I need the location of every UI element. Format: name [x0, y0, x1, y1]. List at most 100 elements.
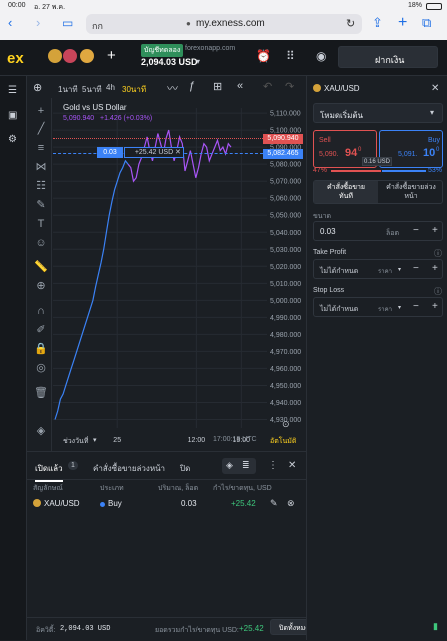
layers-icon[interactable]: ◈: [36, 425, 46, 437]
layers-icon[interactable]: ◈: [226, 460, 233, 470]
sl-input[interactable]: ไม่ได้กำหนด ราคา ▾ − +: [313, 297, 443, 317]
forward-icon[interactable]: ›: [36, 15, 41, 30]
trash-icon[interactable]: 🗑: [34, 387, 48, 399]
server-label: forexonapp.com: [185, 45, 236, 52]
auto-scale-button[interactable]: อัตโนมัติ: [270, 438, 297, 445]
rewind-icon[interactable]: «: [237, 80, 244, 92]
menu-icon[interactable]: ☰: [8, 85, 17, 96]
info-icon[interactable]: ⓘ: [434, 249, 442, 258]
instrument-tab-icon[interactable]: [63, 49, 77, 63]
timeframe-1m[interactable]: 1นาที: [58, 85, 78, 94]
mode-select[interactable]: โหมดเริ่มต้น ▾: [313, 103, 443, 123]
chevron-down-icon[interactable]: ▾: [398, 267, 402, 273]
tab-closed[interactable]: ปิด: [180, 464, 191, 473]
text-icon[interactable]: T: [37, 218, 45, 230]
back-icon[interactable]: ‹: [8, 15, 13, 30]
size-label: ขนาด: [313, 213, 332, 220]
trendline-icon[interactable]: ╱: [37, 123, 45, 135]
scroll-to-end-icon[interactable]: ⊙: [282, 419, 290, 429]
tp-minus-button[interactable]: −: [413, 263, 419, 274]
undo-icon[interactable]: ↶: [263, 81, 273, 93]
close-icon[interactable]: ✕: [288, 460, 297, 471]
timeframe-30m[interactable]: 30นาที: [122, 85, 147, 94]
signal-icon: ▮: [433, 621, 438, 631]
instrument-tab-icon[interactable]: [48, 49, 62, 63]
ruler-icon[interactable]: 📏: [34, 261, 48, 273]
brush-icon[interactable]: ✎: [36, 199, 46, 211]
instrument-tab-icon[interactable]: [80, 49, 94, 63]
tab-open[interactable]: เปิดแล้ว: [35, 462, 63, 482]
new-tab-icon[interactable]: +: [398, 14, 408, 31]
account-balance[interactable]: 2,094.03 USD: [141, 57, 198, 67]
stack-icon[interactable]: ≣: [242, 460, 250, 470]
tabs-icon[interactable]: ⧉: [422, 15, 432, 30]
position-pl-tag[interactable]: +25.42 USD: [124, 147, 184, 158]
lock-icon[interactable]: 🔒: [34, 343, 48, 355]
y-tick-label: 5,070.000: [270, 179, 301, 186]
info-icon[interactable]: ⓘ: [434, 287, 442, 296]
tp-input[interactable]: ไม่ได้กำหนด ราคา ▾ − +: [313, 259, 443, 279]
indicators-icon[interactable]: ƒ: [189, 80, 196, 92]
timeframe-5m[interactable]: 5นาที: [82, 85, 102, 94]
tab-pending[interactable]: คำสั่งซื้อขายล่วงหน้า: [93, 464, 166, 473]
close-icon[interactable]: ✕: [431, 83, 440, 94]
layout-icon[interactable]: ⊞: [213, 81, 223, 93]
table-row[interactable]: XAU/USD Buy 0.03 +25.42 ✎ ⊗: [27, 493, 306, 515]
edit-icon[interactable]: ✎: [270, 498, 278, 508]
app-header: ex + บัญชีทดลอง forexonapp.com 2,094.03 …: [0, 40, 447, 76]
settings-icon[interactable]: ⚙: [8, 134, 17, 145]
sell-button[interactable]: Sell 5,090. 94 0: [313, 130, 377, 168]
magnet-icon[interactable]: ∩: [37, 305, 45, 317]
lock-icon: ●: [186, 19, 191, 28]
close-position-icon[interactable]: ⊗: [287, 498, 295, 508]
crosshair-icon[interactable]: +: [37, 105, 45, 117]
tp-plus-button[interactable]: +: [432, 263, 438, 274]
date-range-button[interactable]: ช่วงวันที่: [63, 438, 89, 445]
chevron-down-icon[interactable]: ▾: [196, 57, 201, 66]
position-qty-tag[interactable]: 0.03: [97, 147, 123, 158]
chart-type-icon[interactable]: 〰: [167, 83, 178, 95]
timeframe-4h[interactable]: 4h: [106, 83, 115, 92]
pending-order-tab[interactable]: คำสั่งซื้อขายล่วงหน้า: [379, 181, 443, 203]
fib-icon[interactable]: ☷: [36, 180, 46, 192]
chevron-down-icon[interactable]: ▾: [93, 437, 97, 444]
alarm-icon[interactable]: ⏰: [256, 49, 271, 63]
equity-label: อิควิตี้:: [36, 627, 56, 634]
sl-plus-button[interactable]: +: [432, 301, 438, 312]
horizontal-lines-icon[interactable]: ≡: [37, 142, 45, 154]
x-tick-label: 19:00: [233, 437, 251, 444]
add-instrument-button[interactable]: +: [107, 47, 116, 64]
deposit-button[interactable]: ฝากเงิน: [338, 46, 438, 68]
market-order-tab[interactable]: คำสั่งซื้อขายทันที: [314, 181, 378, 203]
address-bar[interactable]: ก​ก ● my.exness.com ↻: [86, 14, 362, 34]
zoom-icon[interactable]: ⊕: [36, 280, 46, 292]
size-plus-button[interactable]: +: [432, 225, 438, 236]
reload-icon[interactable]: ↻: [346, 18, 356, 30]
col-pl: กำไร/ขาดทุน, USD: [213, 485, 272, 492]
sell-price-sup: 0: [358, 147, 362, 153]
share-icon[interactable]: ⇪: [372, 15, 383, 30]
pencil-lock-icon[interactable]: ✐: [36, 324, 46, 336]
sl-minus-button[interactable]: −: [413, 301, 419, 312]
profile-icon[interactable]: ◉: [316, 49, 327, 63]
x-tick-label: 25: [113, 437, 121, 444]
row-symbol: XAU/USD: [44, 499, 80, 508]
add-indicator-icon[interactable]: ⊕: [33, 82, 43, 94]
size-minus-button[interactable]: −: [413, 225, 419, 236]
tp-unit: ราคา: [378, 269, 392, 275]
size-input[interactable]: 0.03 ล็อต − +: [313, 221, 443, 241]
close-position-icon[interactable]: ✕: [175, 149, 181, 156]
y-tick-label: 4,960.000: [270, 366, 301, 373]
y-tick-label: 5,080.000: [270, 162, 301, 169]
chevron-down-icon[interactable]: ▾: [398, 305, 402, 311]
calendar-icon[interactable]: ▣: [8, 110, 18, 121]
pattern-icon[interactable]: ⋈: [35, 161, 47, 173]
eye-icon[interactable]: ◎: [36, 362, 46, 374]
more-icon[interactable]: ⋮: [268, 460, 278, 471]
bookmarks-icon[interactable]: ▭: [62, 16, 74, 30]
price-chart[interactable]: 5,110.000 5,100.000 5,090.000 5,080.000 5,07…: [53, 98, 306, 448]
emoji-icon[interactable]: ☺: [35, 237, 47, 249]
apps-grid-icon[interactable]: ⠿: [286, 49, 295, 63]
view-toggle[interactable]: ◈ ≣: [222, 458, 256, 474]
redo-icon[interactable]: ↷: [285, 81, 295, 93]
